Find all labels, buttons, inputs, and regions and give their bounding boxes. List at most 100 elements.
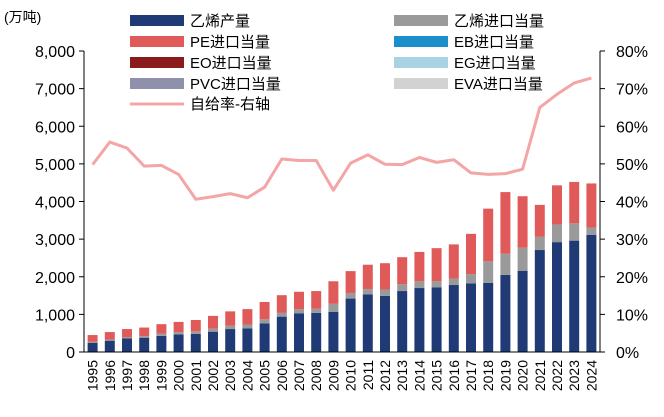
- x-tick-label: 2009: [325, 360, 341, 391]
- y-axis-unit-label: (万吨): [4, 9, 41, 25]
- bar-segment: [448, 278, 459, 286]
- bar-segment: [139, 327, 150, 337]
- bar-segment: [380, 295, 390, 352]
- legend-swatch: [130, 78, 184, 89]
- bar-segment: [173, 321, 184, 333]
- x-tick-label: 2012: [377, 360, 393, 391]
- bar-segment: [466, 283, 476, 352]
- y-left-tick-label: 6,000: [35, 119, 75, 136]
- x-tick-label: 2013: [394, 360, 410, 391]
- bar-segment: [190, 331, 201, 334]
- y-right-tick-label: 10%: [616, 307, 648, 324]
- legend-swatch: [130, 57, 184, 68]
- legend: 乙烯产量 乙烯进口当量 PE进口当量 EB进口当量 EO进口当量 EG进口当量 PVC进口当…: [130, 13, 544, 113]
- bar-segment: [225, 325, 236, 330]
- bar-segment: [294, 291, 304, 310]
- y-left-tick-label: 0: [66, 345, 75, 362]
- bar-segment: [173, 332, 184, 335]
- y-left-tick-label: 4,000: [35, 195, 75, 212]
- bar-segment: [362, 289, 373, 295]
- bar-segment: [259, 319, 270, 324]
- bar-segment: [552, 185, 562, 225]
- legend-label: PE进口当量: [190, 34, 270, 51]
- x-tick-label: 2005: [257, 360, 273, 391]
- bar-segment: [517, 247, 528, 271]
- bar-segment: [448, 244, 459, 279]
- bar-segment: [380, 263, 390, 290]
- legend-swatch: [130, 36, 184, 47]
- x-tick-label: 1995: [85, 360, 101, 391]
- x-tick-label: 2008: [308, 360, 324, 391]
- bar-segment: [362, 264, 373, 290]
- bar-segment: [311, 291, 322, 309]
- y-left-tick-label: 7,000: [35, 82, 75, 99]
- bar-segment: [122, 337, 132, 339]
- legend-label: EB进口当量: [454, 34, 534, 51]
- x-tick-label: 1997: [119, 360, 135, 391]
- y-left-tick-label: 8,000: [35, 44, 75, 61]
- y-left-tick-label: 3,000: [35, 232, 75, 249]
- x-tick-label: 1998: [136, 360, 152, 391]
- bar-segment: [483, 261, 494, 283]
- bar-segment: [328, 303, 339, 312]
- bar-segment: [259, 301, 270, 320]
- x-tick-label: 2022: [549, 360, 565, 391]
- x-tick-label: 2017: [463, 360, 479, 391]
- bar-segment: [500, 274, 511, 352]
- bar-segment: [517, 196, 528, 248]
- bar-segment: [311, 312, 322, 352]
- x-tick-label: 2011: [360, 360, 376, 390]
- bar-segment: [431, 281, 442, 288]
- y-right-tick-label: 40%: [616, 195, 648, 212]
- bar-segment: [190, 320, 201, 332]
- bar-segment: [225, 329, 236, 352]
- bar-segment: [139, 336, 150, 338]
- bar-segment: [569, 223, 580, 241]
- ratio-line: [91, 76, 592, 201]
- x-tick-label: 2002: [205, 360, 221, 391]
- bar-segment: [276, 312, 287, 317]
- bar-segment: [345, 292, 356, 299]
- x-tick-label: 2024: [583, 360, 599, 391]
- legend-label: PVC进口当量: [190, 76, 281, 93]
- x-tick-label: 2014: [411, 360, 427, 391]
- bar-segment: [87, 342, 98, 352]
- bar-segment: [276, 316, 287, 352]
- x-tick-label: 2018: [480, 360, 496, 391]
- y-left-tick-label: 1,000: [35, 307, 75, 324]
- bar-segment: [552, 224, 562, 243]
- bar-segment: [259, 323, 270, 352]
- legend-swatch: [394, 15, 448, 26]
- bar-segment: [586, 183, 597, 228]
- bar-segment: [104, 339, 115, 341]
- bar-segment: [534, 250, 545, 352]
- x-tick-label: 2019: [497, 360, 513, 391]
- x-tick-label: 2000: [171, 360, 187, 391]
- bar-segment: [345, 271, 356, 293]
- bar-segment: [87, 341, 98, 343]
- bar-segment: [483, 208, 494, 262]
- bar-segment: [500, 192, 511, 254]
- bar-segment: [294, 309, 304, 314]
- legend-swatch: [394, 78, 448, 89]
- bar-segment: [156, 335, 167, 352]
- legend-label: EG进口当量: [454, 55, 536, 72]
- bar-segment: [380, 289, 390, 296]
- bar-segment: [156, 333, 167, 336]
- bar-segment: [173, 334, 184, 352]
- bar-segment: [122, 329, 132, 338]
- x-tick-label: 2007: [291, 360, 307, 391]
- bar-segment: [276, 295, 287, 313]
- bar-segment: [431, 248, 442, 282]
- bar-segment: [586, 234, 597, 352]
- bar-segment: [362, 294, 373, 352]
- bar-segment: [139, 337, 150, 352]
- legend-label: EO进口当量: [190, 55, 272, 72]
- x-tick-label: 2023: [566, 360, 582, 391]
- bar-segment: [534, 236, 545, 251]
- y-right-tick-label: 0%: [616, 345, 639, 362]
- y-right-tick-label: 70%: [616, 82, 648, 99]
- y-right-tick-label: 20%: [616, 270, 648, 287]
- bar-segment: [569, 240, 580, 352]
- bar-segment: [242, 309, 253, 325]
